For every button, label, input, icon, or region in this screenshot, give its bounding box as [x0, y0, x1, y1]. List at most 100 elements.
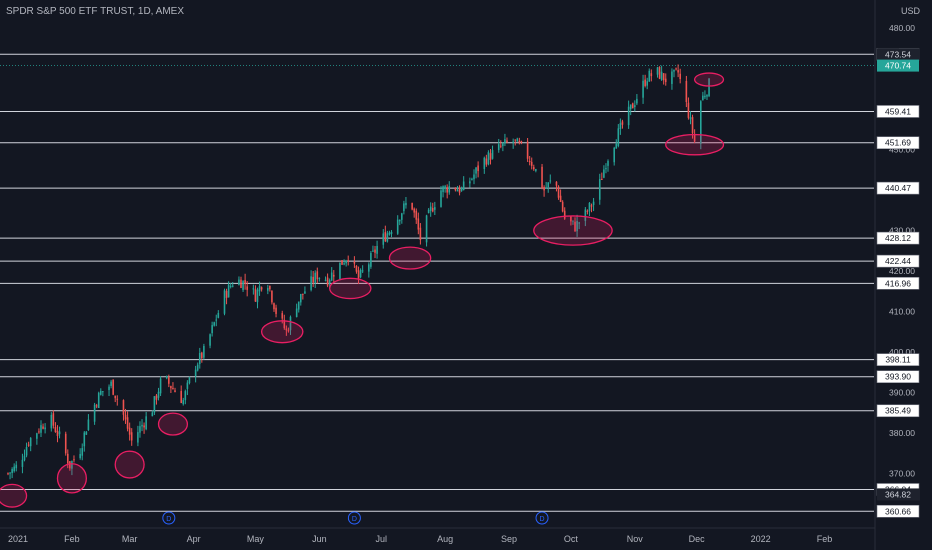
candle-body — [52, 413, 55, 426]
highlight-ellipse[interactable] — [388, 246, 432, 270]
level-price-tag — [876, 254, 920, 268]
candle-body — [405, 202, 407, 206]
candle-body — [386, 233, 389, 242]
time-tick-label: Sep — [501, 534, 517, 544]
candle-body — [359, 269, 362, 278]
candle-body — [601, 178, 603, 180]
candle-body — [693, 135, 696, 142]
candle-body — [172, 387, 174, 390]
candle-body — [598, 179, 601, 200]
candle-body — [471, 178, 473, 180]
level-price-label: 422.44 — [885, 256, 911, 266]
candle-body — [271, 291, 273, 303]
highlight-ellipse[interactable] — [693, 72, 725, 87]
candle-body — [361, 270, 364, 272]
candle-body — [388, 232, 391, 235]
candle-body — [114, 395, 117, 399]
candle-body — [343, 263, 345, 265]
high-value-tag — [878, 48, 920, 61]
candle-body — [186, 382, 189, 389]
candle-body — [201, 352, 203, 359]
candle-body — [570, 216, 572, 222]
candle-body — [619, 123, 622, 130]
candle-body — [83, 432, 86, 447]
candle-body — [528, 160, 531, 163]
candle-body — [13, 466, 15, 472]
candle-body — [446, 187, 448, 193]
candle-body — [658, 66, 661, 79]
highlight-ellipse[interactable] — [56, 463, 88, 494]
candle-body — [627, 106, 630, 126]
candle-body — [151, 412, 154, 417]
highlight-ellipse[interactable] — [114, 450, 145, 479]
candle-body — [512, 141, 514, 143]
candle-body — [297, 301, 300, 310]
candle-body — [112, 379, 114, 395]
candle-body — [58, 431, 61, 435]
candle-body — [605, 168, 607, 170]
candle-body — [93, 404, 96, 422]
highlight-ellipse[interactable] — [157, 412, 189, 436]
candle-body — [514, 139, 517, 141]
candle-body — [223, 290, 226, 314]
candle-body — [477, 165, 479, 172]
highlight-ellipse[interactable] — [665, 133, 725, 156]
candle-body — [615, 143, 618, 149]
candle-body — [555, 181, 558, 186]
level-price-tag — [876, 404, 920, 418]
dividend-icon[interactable] — [535, 511, 549, 525]
candle-body — [444, 186, 446, 189]
highlight-ellipse[interactable] — [533, 215, 613, 246]
candle-body — [145, 416, 147, 430]
candle-body — [590, 205, 593, 207]
candle-body — [617, 128, 620, 146]
candle-body — [345, 260, 347, 264]
candle-body — [267, 288, 269, 291]
level-price-label: 459.41 — [885, 106, 911, 116]
candle-body — [130, 432, 133, 441]
low-value-tag — [878, 488, 920, 501]
candle-body — [139, 426, 141, 433]
candle-body — [215, 319, 218, 321]
candle-body — [174, 390, 176, 393]
candle-body — [483, 157, 486, 170]
candle-body — [685, 80, 688, 103]
candle-body — [50, 414, 53, 429]
candle-body — [21, 459, 24, 467]
highlight-ellipse[interactable] — [0, 483, 28, 508]
candle-body — [368, 264, 370, 272]
dividend-icon[interactable] — [162, 511, 176, 525]
highlight-ellipse[interactable] — [260, 320, 304, 344]
candle-body — [203, 346, 205, 358]
time-tick-label: 2021 — [8, 534, 28, 544]
candle-body — [415, 210, 418, 220]
dividend-icon[interactable] — [347, 511, 361, 525]
price-tick-label: 430.00 — [889, 226, 915, 236]
candle-body — [304, 291, 306, 294]
candle-body — [227, 284, 230, 298]
candle-body — [646, 81, 648, 86]
price-tick-label: 400.00 — [889, 347, 915, 357]
level-price-label: 440.47 — [885, 183, 911, 193]
candle-body — [231, 285, 234, 287]
highlight-ellipse[interactable] — [329, 277, 372, 300]
candle-body — [242, 280, 244, 290]
dividend-icon-label: D — [352, 516, 357, 523]
candle-body — [372, 250, 374, 252]
candle-body — [664, 78, 667, 83]
price-tick-label: 450.00 — [889, 145, 915, 155]
candle-body — [396, 219, 399, 234]
candle-body — [295, 308, 298, 318]
candle-body — [706, 95, 708, 97]
candle-body — [557, 186, 560, 198]
candle-body — [442, 186, 444, 193]
candle-body — [592, 201, 595, 206]
candle-body — [165, 376, 168, 379]
level-price-tag — [876, 136, 920, 150]
time-tick-label: Mar — [122, 534, 138, 544]
candle-body — [198, 353, 201, 365]
candle-body — [155, 395, 158, 400]
high-value-label: 473.54 — [885, 49, 911, 59]
current-price-tag — [877, 59, 919, 72]
